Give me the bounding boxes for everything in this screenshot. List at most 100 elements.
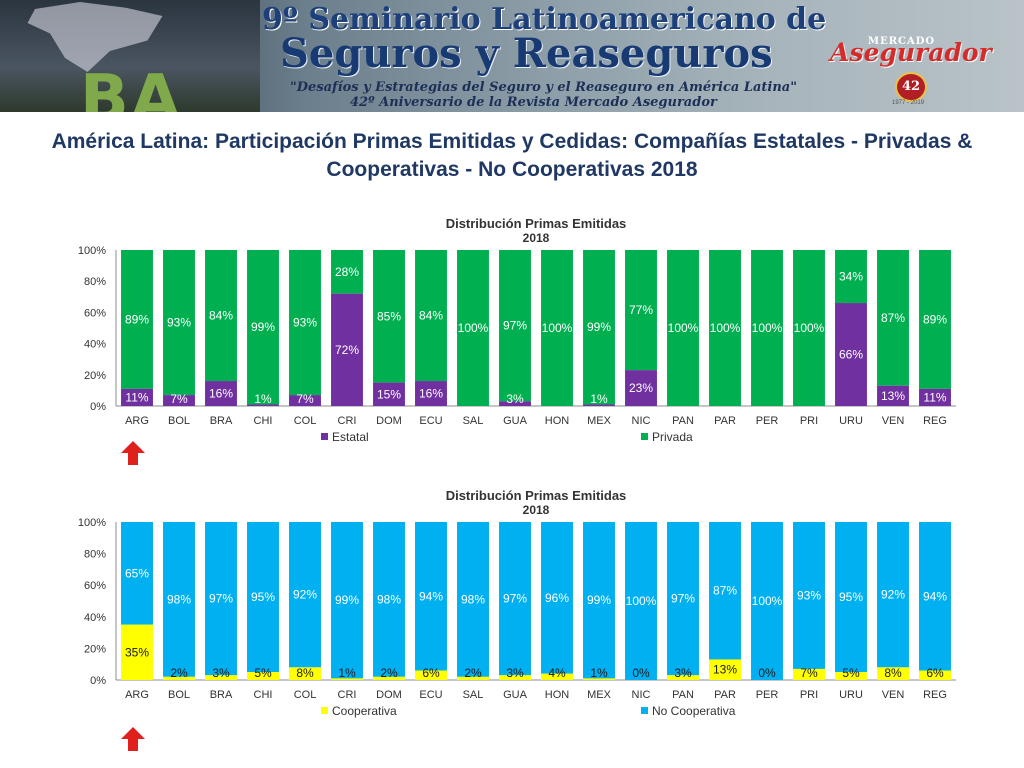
x-tick-label: ARG — [125, 415, 149, 427]
chart-subtitle: 2018 — [523, 503, 550, 517]
data-label: 77% — [629, 303, 653, 317]
data-label: 23% — [629, 381, 653, 395]
x-tick-label: HON — [545, 689, 570, 701]
data-label: 100% — [752, 321, 783, 335]
x-tick-label: PRI — [800, 415, 818, 427]
x-tick-label: BRA — [210, 689, 233, 701]
data-label: 6% — [422, 666, 440, 680]
bar-privada-arg — [121, 250, 153, 389]
bar-privada-par — [709, 250, 741, 406]
x-tick-label: MEX — [587, 689, 612, 701]
x-tick-label: URU — [839, 415, 863, 427]
bar-estatal-ven — [877, 385, 909, 406]
data-label: 65% — [125, 566, 149, 580]
data-label: 15% — [377, 387, 401, 401]
y-tick-label: 80% — [84, 549, 106, 561]
bar-cooperativa-par — [709, 659, 741, 680]
data-label: 16% — [209, 387, 233, 401]
legend-label: Estatal — [332, 430, 369, 444]
data-label: 5% — [254, 666, 272, 680]
bar-estatal-chi — [247, 404, 279, 406]
y-tick-label: 60% — [84, 307, 106, 319]
data-label: 3% — [212, 666, 230, 680]
x-tick-label: BOL — [168, 689, 190, 701]
y-tick-label: 100% — [78, 517, 106, 529]
bar-estatal-bra — [205, 381, 237, 406]
header-banner: BA 9º Seminario Latinoamericano de Segur… — [0, 0, 1024, 112]
data-label: 35% — [125, 645, 149, 659]
bar-cooperativa-pan — [667, 675, 699, 680]
data-label: 11% — [923, 390, 946, 404]
data-label: 99% — [335, 593, 359, 607]
slide-title: América Latina: Participación Primas Emi… — [51, 130, 973, 181]
bar-no-cooperativa-pri — [793, 522, 825, 669]
data-label: 1% — [338, 666, 356, 680]
bar-estatal-gua — [499, 401, 531, 406]
legend-label: Cooperativa — [332, 704, 397, 718]
x-tick-label: CHI — [254, 415, 273, 427]
x-tick-label: BRA — [210, 415, 233, 427]
x-tick-label: DOM — [376, 415, 402, 427]
x-tick-label: PER — [756, 689, 779, 701]
chart-cooperativa: Distribución Primas Emitidas 2018 0% 20% 40%… — [0, 484, 1024, 724]
y-tick-label: 80% — [84, 276, 106, 288]
bar-estatal-bol — [163, 395, 195, 406]
bar-no-cooperativa-gua — [499, 522, 531, 676]
x-tick-label: ARG — [125, 689, 149, 701]
y-tick-label: 0% — [90, 401, 106, 413]
bar-no-cooperativa-col — [289, 522, 321, 668]
x-tick-label: CRI — [338, 689, 357, 701]
anniversary-seal: 42 — [895, 72, 927, 102]
x-tick-label: PAR — [714, 415, 736, 427]
bar-privada-ven — [877, 250, 909, 386]
bar-estatal-dom — [373, 382, 405, 406]
seal-years: 1977 - 2019 — [892, 100, 925, 106]
data-label: 6% — [926, 666, 944, 680]
bar-no-cooperativa-hon — [541, 522, 573, 674]
data-label: 100% — [542, 321, 573, 335]
bar-estatal-uru — [835, 303, 867, 406]
y-tick-label: 0% — [90, 675, 106, 687]
x-tick-label: CRI — [338, 415, 357, 427]
bar-cooperativa-arg — [121, 624, 153, 680]
bar-no-cooperativa-ven — [877, 522, 909, 668]
legend-label: No Cooperativa — [652, 704, 736, 718]
bar-privada-reg — [919, 250, 951, 389]
banner-line-3: "Desafíos y Estrategias del Seguro y el … — [290, 80, 797, 95]
bar-privada-chi — [247, 250, 279, 405]
x-tick-label: PER — [756, 415, 779, 427]
bar-cooperativa-dom — [373, 676, 405, 680]
data-label: 13% — [713, 663, 737, 677]
bar-estatal-reg — [919, 388, 951, 406]
data-label: 8% — [884, 666, 902, 680]
data-label: 98% — [461, 592, 485, 606]
data-label: 8% — [296, 666, 314, 680]
data-label: 97% — [671, 592, 695, 606]
bar-privada-pri — [793, 250, 825, 406]
x-tick-label: HON — [545, 415, 570, 427]
data-label: 3% — [674, 666, 692, 680]
data-label: 84% — [209, 309, 233, 323]
x-tick-label: PAR — [714, 689, 736, 701]
banner-line-2: Seguros y Reaseguros — [280, 30, 773, 77]
bar-privada-col — [289, 250, 321, 396]
x-tick-label: GUA — [503, 415, 528, 427]
bar-estatal-cri — [331, 293, 363, 406]
data-label: 94% — [923, 589, 947, 603]
data-label: 99% — [251, 320, 275, 334]
bar-cooperativa-mex — [583, 678, 615, 680]
legend-swatch — [321, 707, 328, 714]
data-label: 87% — [713, 584, 737, 598]
bar-no-cooperativa-mex — [583, 522, 615, 679]
x-tick-label: VEN — [882, 689, 905, 701]
data-label: 92% — [293, 588, 317, 602]
bar-cooperativa-bra — [205, 675, 237, 680]
bar-privada-hon — [541, 250, 573, 406]
data-label: 7% — [170, 392, 188, 406]
x-tick-label: ECU — [419, 415, 442, 427]
data-label: 13% — [881, 389, 905, 403]
data-label: 28% — [335, 265, 359, 279]
bar-privada-per — [751, 250, 783, 406]
data-label: 89% — [923, 312, 947, 326]
